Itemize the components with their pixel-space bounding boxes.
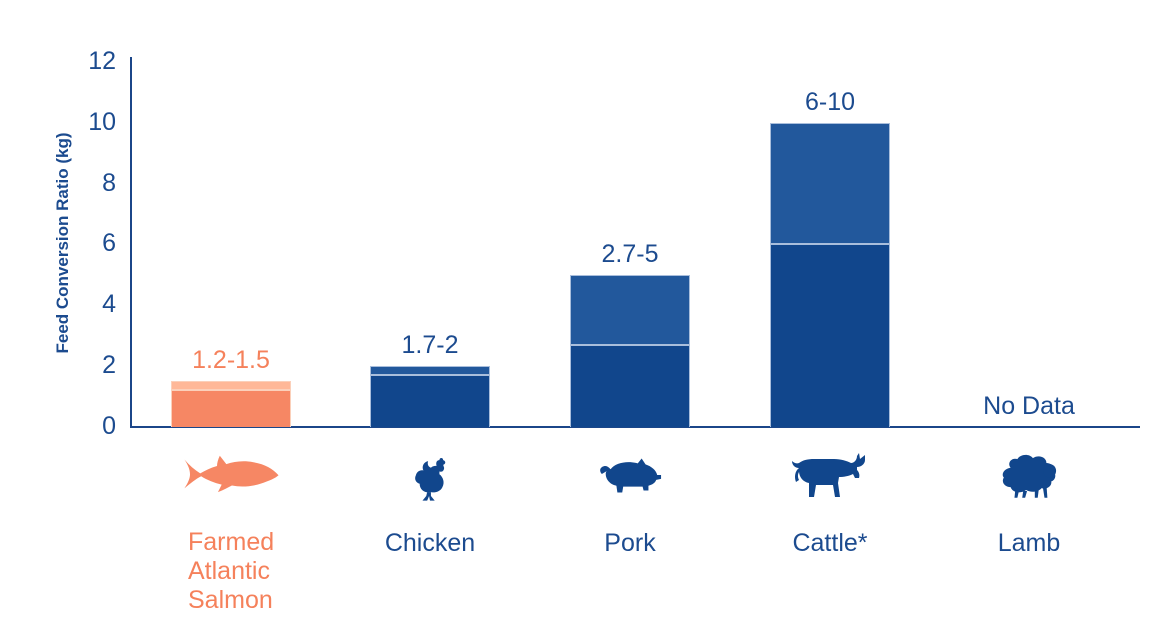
bar-value-label-farmed-atlantic-salmon: 1.2-1.5 — [192, 346, 270, 375]
y-axis-line — [130, 57, 132, 428]
x-axis-line — [130, 426, 1140, 428]
bar-segment-range-farmed-atlantic-salmon — [171, 381, 291, 391]
sheep-icon — [999, 453, 1059, 500]
no-data-label: No Data — [983, 392, 1075, 420]
bar-value-label-chicken: 1.7-2 — [401, 331, 459, 360]
y-tick-label-10: 10 — [88, 107, 116, 136]
y-tick-label-0: 0 — [102, 412, 116, 440]
y-tick-label-2: 2 — [102, 351, 116, 380]
bar-segment-range-pork — [570, 274, 690, 345]
bar-segment-main-farmed-atlantic-salmon — [171, 390, 291, 427]
salmon-fish-icon — [182, 452, 280, 493]
category-label-farmed-atlantic-salmon: Farmed Atlantic Salmon — [188, 528, 274, 615]
y-tick-label-4: 4 — [102, 290, 116, 319]
y-tick-label-8: 8 — [102, 168, 116, 197]
category-label-line: Salmon — [188, 586, 273, 614]
bar-value-label-pork: 2.7-5 — [601, 239, 659, 268]
category-label-chicken: Chicken — [384, 529, 476, 557]
category-label-line: Atlantic — [188, 557, 270, 585]
pig-icon — [597, 456, 663, 496]
bar-segment-main-chicken — [370, 375, 490, 427]
category-label-pork: Pork — [604, 529, 656, 557]
bar-segment-main-cattle — [770, 244, 890, 427]
bar-segment-main-pork — [570, 344, 690, 427]
bar-value-label-cattle: 6-10 — [804, 87, 856, 116]
bar-segment-range-cattle — [770, 122, 890, 245]
y-tick-label-12: 12 — [88, 46, 116, 75]
category-label-cattle: Cattle* — [792, 529, 868, 557]
chicken-icon — [414, 456, 446, 502]
y-tick-label-6: 6 — [102, 229, 116, 258]
category-label-line: Farmed — [188, 528, 275, 556]
cow-icon — [787, 451, 873, 501]
bar-segment-range-chicken — [370, 366, 490, 376]
category-label-lamb: Lamb — [997, 529, 1061, 557]
